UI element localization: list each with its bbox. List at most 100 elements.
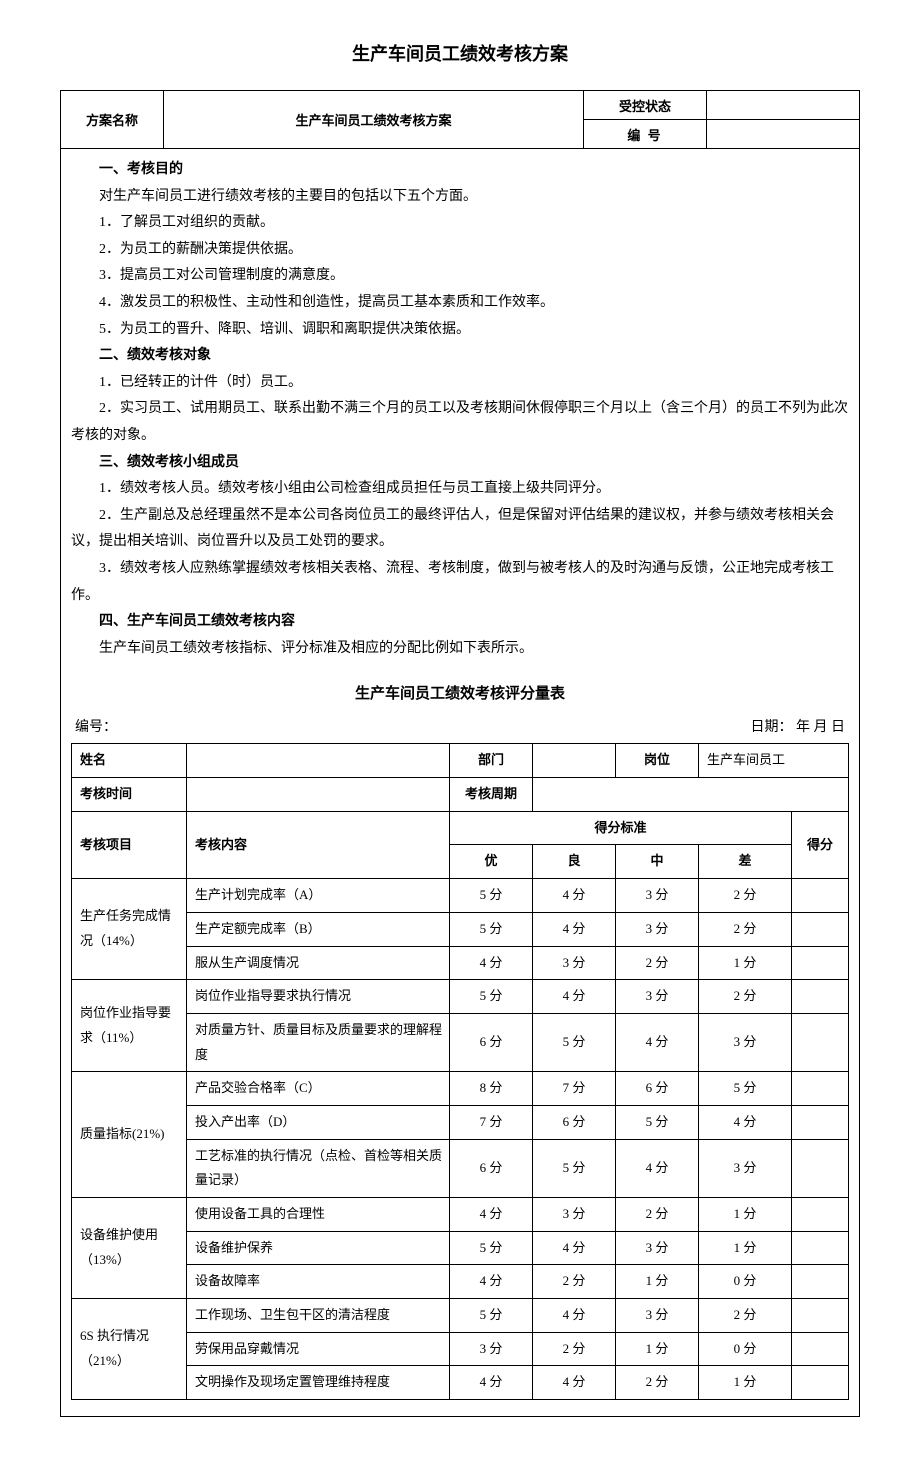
- status-label: 受控状态: [584, 91, 707, 120]
- plan-name-label: 方案名称: [61, 91, 164, 149]
- content-cell: 设备故障率: [187, 1265, 450, 1299]
- score-cell: [792, 912, 849, 946]
- assess-cycle-label: 考核周期: [450, 778, 533, 812]
- score-std-cell: 6 分: [616, 1072, 699, 1106]
- table-row: 设备故障率4 分2 分1 分0 分: [72, 1265, 849, 1299]
- score-cell: [792, 1299, 849, 1333]
- score-std-cell: 5 分: [450, 1231, 533, 1265]
- score-std-cell: 2 分: [616, 1198, 699, 1232]
- table-row: 投入产出率（D）7 分6 分5 分4 分: [72, 1105, 849, 1139]
- score-std-cell: 5 分: [533, 1013, 616, 1071]
- name-label: 姓名: [72, 744, 187, 778]
- table-row: 质量指标(21%)产品交验合格率（C）8 分7 分6 分5 分: [72, 1072, 849, 1106]
- score-std-cell: 4 分: [450, 1198, 533, 1232]
- score-std-cell: 0 分: [699, 1332, 792, 1366]
- score-std-cell: 2 分: [616, 1366, 699, 1400]
- table-row: 劳保用品穿戴情况3 分2 分1 分0 分: [72, 1332, 849, 1366]
- table-row: 6S 执行情况（21%）工作现场、卫生包干区的清洁程度5 分4 分3 分2 分: [72, 1299, 849, 1333]
- grade-liang: 良: [533, 845, 616, 879]
- content-cell: 设备维护保养: [187, 1231, 450, 1265]
- score-std-cell: 1 分: [616, 1265, 699, 1299]
- score-cell: [792, 1265, 849, 1299]
- status-value: [707, 91, 860, 120]
- score-std-cell: 5 分: [450, 1299, 533, 1333]
- score-std-cell: 3 分: [699, 1139, 792, 1197]
- content-cell: 生产计划完成率（A）: [187, 879, 450, 913]
- score-std-cell: 2 分: [616, 946, 699, 980]
- list-item: 1．已经转正的计件（时）员工。: [71, 370, 849, 397]
- score-std-cell: 5 分: [533, 1139, 616, 1197]
- list-item: 3．提高员工对公司管理制度的满意度。: [71, 263, 849, 290]
- score-std-cell: 4 分: [616, 1013, 699, 1071]
- project-cell: 岗位作业指导要求（11%）: [72, 980, 187, 1072]
- score-cell: [792, 1366, 849, 1400]
- score-std-cell: 3 分: [616, 980, 699, 1014]
- list-item: 3．绩效考核人应熟练掌握绩效考核相关表格、流程、考核制度，做到与被考核人的及时沟…: [71, 556, 849, 609]
- score-std-cell: 3 分: [533, 1198, 616, 1232]
- score-std-cell: 2 分: [699, 912, 792, 946]
- score-std-cell: 5 分: [450, 980, 533, 1014]
- sheet-no-label: 编号：: [75, 715, 117, 742]
- table-row: 工艺标准的执行情况（点检、首检等相关质量记录）6 分5 分4 分3 分: [72, 1139, 849, 1197]
- score-std-cell: 4 分: [533, 879, 616, 913]
- score-std-cell: 1 分: [699, 1198, 792, 1232]
- score-std-cell: 4 分: [533, 912, 616, 946]
- header-table: 方案名称 生产车间员工绩效考核方案 受控状态 编 号: [60, 90, 860, 149]
- content-cell: 使用设备工具的合理性: [187, 1198, 450, 1232]
- score-cell: [792, 980, 849, 1014]
- post-value: 生产车间员工: [699, 744, 849, 778]
- content-cell: 工艺标准的执行情况（点检、首检等相关质量记录）: [187, 1139, 450, 1197]
- grade-cha: 差: [699, 845, 792, 879]
- score-cell: [792, 879, 849, 913]
- table-row: 服从生产调度情况4 分3 分2 分1 分: [72, 946, 849, 980]
- content-cell: 对质量方针、质量目标及质量要求的理解程度: [187, 1013, 450, 1071]
- score-std-cell: 4 分: [450, 946, 533, 980]
- content-cell: 投入产出率（D）: [187, 1105, 450, 1139]
- score-std-cell: 2 分: [533, 1265, 616, 1299]
- sheet-date-label: 日期： 年 月 日: [751, 715, 846, 742]
- score-std-cell: 5 分: [616, 1105, 699, 1139]
- score-std-cell: 8 分: [450, 1072, 533, 1106]
- content-cell: 生产定额完成率（B）: [187, 912, 450, 946]
- name-value: [187, 744, 450, 778]
- score-std-cell: 7 分: [533, 1072, 616, 1106]
- score-std-cell: 7 分: [450, 1105, 533, 1139]
- table-row: 生产定额完成率（B）5 分4 分3 分2 分: [72, 912, 849, 946]
- score-std-cell: 6 分: [450, 1013, 533, 1071]
- section-4-intro: 生产车间员工绩效考核指标、评分标准及相应的分配比例如下表所示。: [71, 636, 849, 663]
- score-std-cell: 4 分: [533, 1366, 616, 1400]
- col-project: 考核项目: [72, 811, 187, 878]
- score-std-cell: 4 分: [699, 1105, 792, 1139]
- score-cell: [792, 1231, 849, 1265]
- list-item: 2．生产副总及总经理虽然不是本公司各岗位员工的最终评估人，但是保留对评估结果的建…: [71, 503, 849, 556]
- content-cell: 岗位作业指导要求执行情况: [187, 980, 450, 1014]
- document-title: 生产车间员工绩效考核方案: [60, 40, 860, 66]
- col-standard: 得分标准: [450, 811, 792, 845]
- list-item: 5．为员工的晋升、降职、培训、调职和离职提供决策依据。: [71, 317, 849, 344]
- score-std-cell: 1 分: [699, 1231, 792, 1265]
- score-std-cell: 3 分: [616, 879, 699, 913]
- table-row: 设备维护保养5 分4 分3 分1 分: [72, 1231, 849, 1265]
- score-std-cell: 2 分: [699, 879, 792, 913]
- score-std-cell: 1 分: [699, 1366, 792, 1400]
- score-cell: [792, 946, 849, 980]
- table-row: 对质量方针、质量目标及质量要求的理解程度6 分5 分4 分3 分: [72, 1013, 849, 1071]
- score-std-cell: 2 分: [533, 1332, 616, 1366]
- project-cell: 生产任务完成情况（14%）: [72, 879, 187, 980]
- plan-name-value: 生产车间员工绩效考核方案: [164, 91, 584, 149]
- score-cell: [792, 1198, 849, 1232]
- grade-zhong: 中: [616, 845, 699, 879]
- score-std-cell: 1 分: [699, 946, 792, 980]
- dept-label: 部门: [450, 744, 533, 778]
- table-row: 生产任务完成情况（14%）生产计划完成率（A）5 分4 分3 分2 分: [72, 879, 849, 913]
- score-std-cell: 4 分: [450, 1366, 533, 1400]
- list-item: 2．实习员工、试用期员工、联系出勤不满三个月的员工以及考核期间休假停职三个月以上…: [71, 396, 849, 449]
- score-std-cell: 2 分: [699, 980, 792, 1014]
- section-3-title: 三、绩效考核小组成员: [71, 450, 849, 477]
- content-cell: 劳保用品穿戴情况: [187, 1332, 450, 1366]
- score-std-cell: 3 分: [533, 946, 616, 980]
- section-1-intro: 对生产车间员工进行绩效考核的主要目的包括以下五个方面。: [71, 184, 849, 211]
- assess-time-value: [187, 778, 450, 812]
- score-std-cell: 6 分: [533, 1105, 616, 1139]
- table-row: 岗位作业指导要求（11%）岗位作业指导要求执行情况5 分4 分3 分2 分: [72, 980, 849, 1014]
